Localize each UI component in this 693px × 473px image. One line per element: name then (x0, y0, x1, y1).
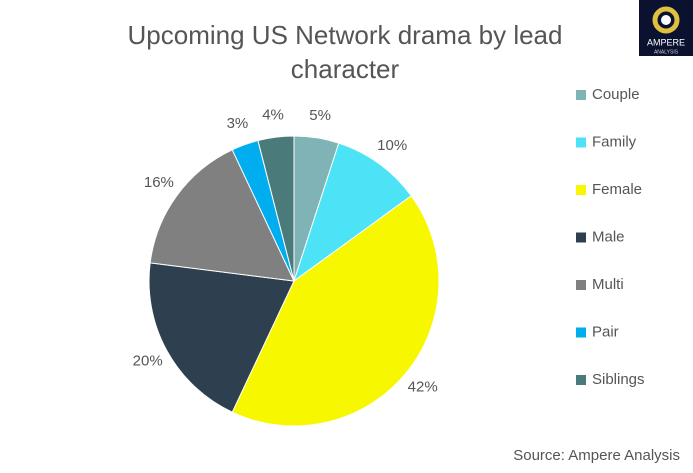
data-label: 42% (408, 378, 438, 395)
logo-ring (652, 6, 680, 34)
legend-swatch (576, 375, 586, 385)
data-label: 3% (227, 115, 249, 132)
legend-label: Couple (592, 86, 640, 103)
legend-label: Family (592, 133, 637, 150)
data-label: 20% (133, 352, 163, 369)
legend-swatch (576, 280, 586, 290)
data-label: 16% (144, 174, 174, 191)
data-label: 10% (377, 137, 407, 154)
legend-label: Male (592, 228, 625, 245)
data-label: 4% (262, 106, 284, 123)
logo-sub: ANALYSIS (654, 49, 679, 55)
legend-label: Multi (592, 276, 624, 293)
legend-swatch (576, 90, 586, 100)
chart-title: Upcoming US Network drama by lead charac… (127, 20, 563, 84)
legend-swatch (576, 137, 586, 148)
legend-swatch (576, 232, 586, 243)
pie-slice (293, 142, 413, 283)
pie-slice (231, 195, 440, 427)
legend-label: Pair (592, 323, 619, 340)
pie-slice (149, 149, 295, 282)
legend-swatch (576, 185, 586, 195)
legend-label: Siblings (592, 371, 645, 388)
logo-dot (661, 15, 671, 25)
logo-name: AMPERE (647, 37, 685, 47)
pie-slice (148, 262, 295, 413)
source: Source: Ampere Analysis (513, 447, 680, 464)
legend-label: Female (592, 181, 642, 198)
pie-slice (257, 135, 295, 282)
data-label: 5% (309, 107, 331, 124)
legend-swatch (576, 327, 586, 338)
